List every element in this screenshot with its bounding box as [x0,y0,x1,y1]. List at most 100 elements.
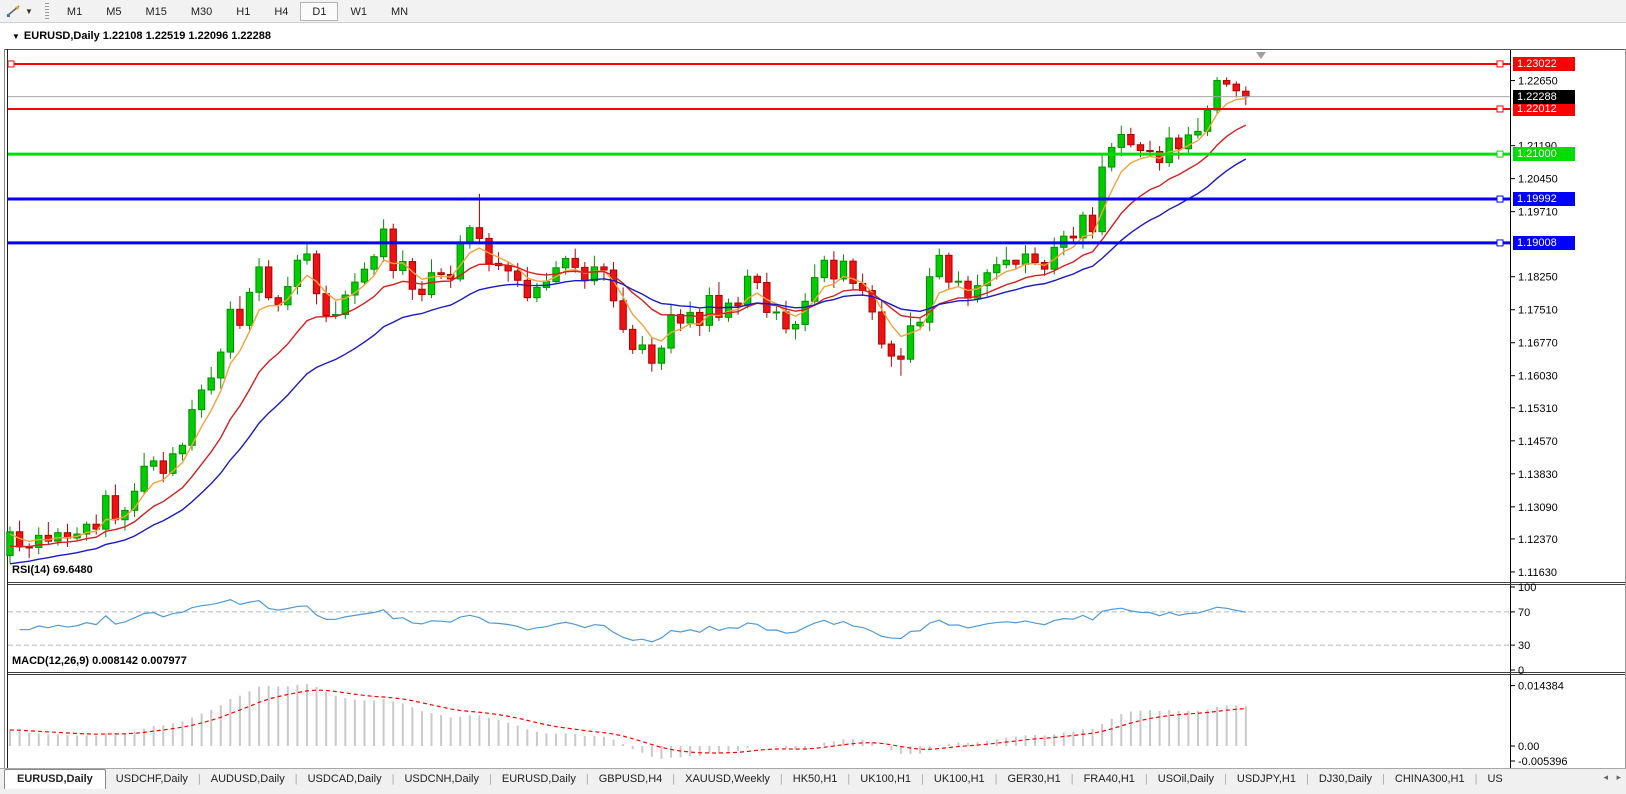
candle [111,495,120,521]
macd-histogram [9,684,1247,759]
timeframe-button-m5[interactable]: M5 [106,5,122,18]
chart-tab-uk100-h1[interactable]: UK100,H1 [933,773,985,785]
candle [130,490,139,511]
candle [44,534,53,542]
chart-tab-usdjpy-h1[interactable]: USDJPY,H1 [1236,773,1296,785]
timeframe-button-m30[interactable]: M30 [190,5,213,18]
candle [408,261,417,290]
timeframe-button-w1[interactable]: W1 [350,5,367,18]
candle [35,534,43,548]
chart-tab-usdcnh-daily[interactable]: USDCNH,Daily [404,773,479,785]
toolbar-grip[interactable] [44,3,49,19]
candle [715,294,723,318]
candle [897,355,905,360]
timeframe-button-m15[interactable]: M15 [145,5,167,18]
tab-separator: | [585,773,589,785]
candle [1165,137,1173,164]
macd-name: MACD(12,26,9) [12,655,90,667]
chart-tab-uk100-h1[interactable]: UK100,H1 [860,773,912,785]
candle [475,227,484,239]
hline-handle[interactable] [1496,150,1504,158]
hline-handle[interactable] [1496,239,1504,247]
chart-tab-xauusd-weekly[interactable]: XAUUSD,Weekly [685,773,770,785]
chart-tab-ger30-h1[interactable]: GER30,H1 [1007,773,1061,785]
candle [322,293,330,317]
chart-tab-gbpusd-h4[interactable]: GBPUSD,H4 [598,773,663,785]
chart-tab-usoil-daily[interactable]: USOil,Daily [1157,773,1215,785]
candle [993,264,1001,274]
rsi-scale-label: 70 [1518,607,1530,619]
hline-handle[interactable] [1496,60,1504,68]
candle [1031,253,1039,263]
candle [954,280,963,283]
candle [389,228,397,271]
candle [811,277,819,302]
candle [1069,235,1078,239]
candle [1213,80,1221,111]
macd-indicator-label: MACD(12,26,9) 0.008142 0.007977 [12,655,187,667]
timeframe-button-d1[interactable]: D1 [300,1,339,21]
scroll-to-end-icon[interactable] [1256,52,1266,59]
candle [207,377,215,391]
level-price-label: 1.19008 [1513,235,1575,250]
candle [1050,246,1058,270]
candle [1184,134,1193,150]
candle [245,291,254,326]
macd-signal-line [9,689,1246,754]
chart-tab-eurusd-daily[interactable]: EURUSD,Daily [501,773,576,785]
tab-scroll-arrows-icon[interactable]: ◂ ▸ [1599,772,1624,783]
candle [648,344,656,364]
candle [159,460,167,474]
chart-tab-dj30-daily[interactable]: DJ30,Daily [1318,773,1373,785]
timeframe-buttons: M1 M5 M15 M30 H1 H4 D1 W1 MN [55,1,420,21]
tab-separator: | [489,773,492,785]
candle [140,465,148,492]
tab-separator: | [1070,773,1074,785]
chart-tab-china300-h1[interactable]: CHINA300,H1 [1394,773,1465,785]
chart-tab-bar: EURUSD,Daily USDCHF,Daily | AUDUSD,Daily | US… [0,768,1626,794]
chart-tab-usdcad-daily[interactable]: USDCAD,Daily [307,773,382,785]
svg-text:1.15310: 1.15310 [1518,403,1558,415]
tab-separator: | [294,773,298,785]
rsi-value: 69.6480 [52,564,93,576]
svg-text:1.13090: 1.13090 [1518,502,1558,514]
candle [925,276,934,323]
candle [743,275,752,307]
candle [178,444,187,455]
svg-text:1.13830: 1.13830 [1518,469,1558,481]
window-frame [4,49,1626,770]
timeframe-button-h4[interactable]: H4 [274,5,289,18]
chart-tab-hk50-h1[interactable]: HK50,H1 [792,773,838,785]
chart-tab-us[interactable]: US [1487,773,1503,785]
tab-separator: | [1224,773,1227,785]
candle [638,344,646,350]
level-price-label: 1.23022 [1513,56,1575,71]
candle [935,254,943,278]
chart-ohlc-values: 1.22108 1.22519 1.22096 1.22288 [102,30,271,42]
chart-tab-eurusd-daily[interactable]: EURUSD,Daily [4,769,106,789]
tab-separator: | [1382,773,1385,785]
candle [217,351,225,379]
candle [427,272,436,296]
candle [312,253,321,295]
chart-tool-caret-icon: ▼ [25,6,33,16]
timeframe-button-m1[interactable]: M1 [66,5,83,18]
chart-canvas[interactable]: 1.226501.211901.204501.197101.182501.175… [0,0,1626,770]
hline-handle[interactable] [7,60,15,68]
candle [705,294,714,326]
candle [983,272,991,287]
chart-menu-caret-icon[interactable]: ▼ [12,32,20,41]
candle [973,285,982,299]
hline-handle[interactable] [1496,105,1504,113]
chart-tab-audusd-daily[interactable]: AUDUSD,Daily [210,773,285,785]
timeframe-button-mn[interactable]: MN [390,5,409,18]
chart-tool-button[interactable]: ▼ [0,0,39,22]
chart-tab-fra40-h1[interactable]: FRA40,H1 [1083,773,1135,785]
ma-fast-line [9,97,1246,543]
timeframe-button-h1[interactable]: H1 [236,5,251,18]
macd-values: 0.008142 0.007977 [92,655,187,667]
chart-tab-usdchf-daily[interactable]: USDCHF,Daily [115,773,188,785]
hline-handle[interactable] [1496,195,1504,203]
chart-window: 1.226501.211901.204501.197101.182501.175… [0,24,1626,770]
